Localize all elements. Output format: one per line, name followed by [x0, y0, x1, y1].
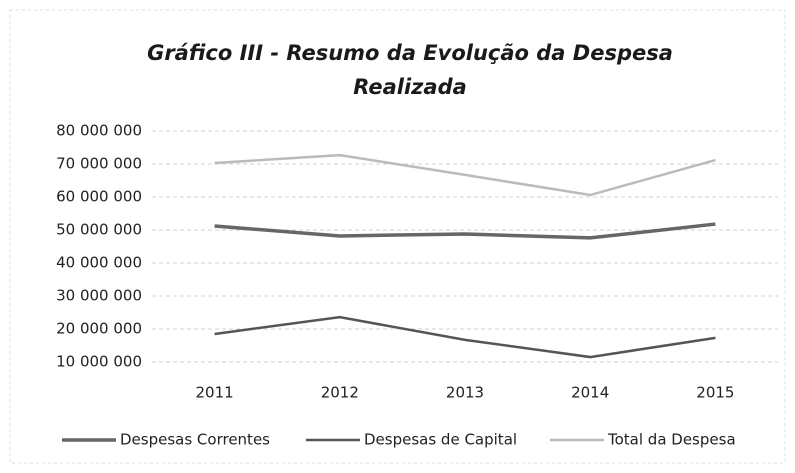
legend-label: Despesas Correntes	[120, 431, 270, 449]
chart-title: Gráfico III - Resumo da Evolução da Desp…	[147, 41, 673, 99]
y-tick-label: 60 000 000	[56, 188, 142, 206]
line-series	[214, 222, 716, 240]
x-tick-label: 2011	[196, 384, 234, 402]
y-tick-label: 20 000 000	[56, 320, 142, 338]
y-tick-label: 10 000 000	[56, 353, 142, 371]
x-tick-label: 2012	[321, 384, 359, 402]
legend-label: Total da Despesa	[607, 431, 736, 449]
legend-label: Despesas de Capital	[364, 431, 517, 449]
line-series	[214, 153, 716, 197]
y-tick-label: 30 000 000	[56, 287, 142, 305]
y-tick-label: 50 000 000	[56, 221, 142, 239]
chart-border	[9, 9, 786, 464]
x-tick-label: 2015	[696, 384, 734, 402]
line-series	[214, 315, 716, 359]
x-tick-label: 2014	[571, 384, 609, 402]
y-tick-label: 40 000 000	[56, 254, 142, 272]
y-tick-label: 80 000 000	[56, 122, 142, 140]
y-tick-label: 70 000 000	[56, 155, 142, 173]
x-tick-label: 2013	[446, 384, 484, 402]
